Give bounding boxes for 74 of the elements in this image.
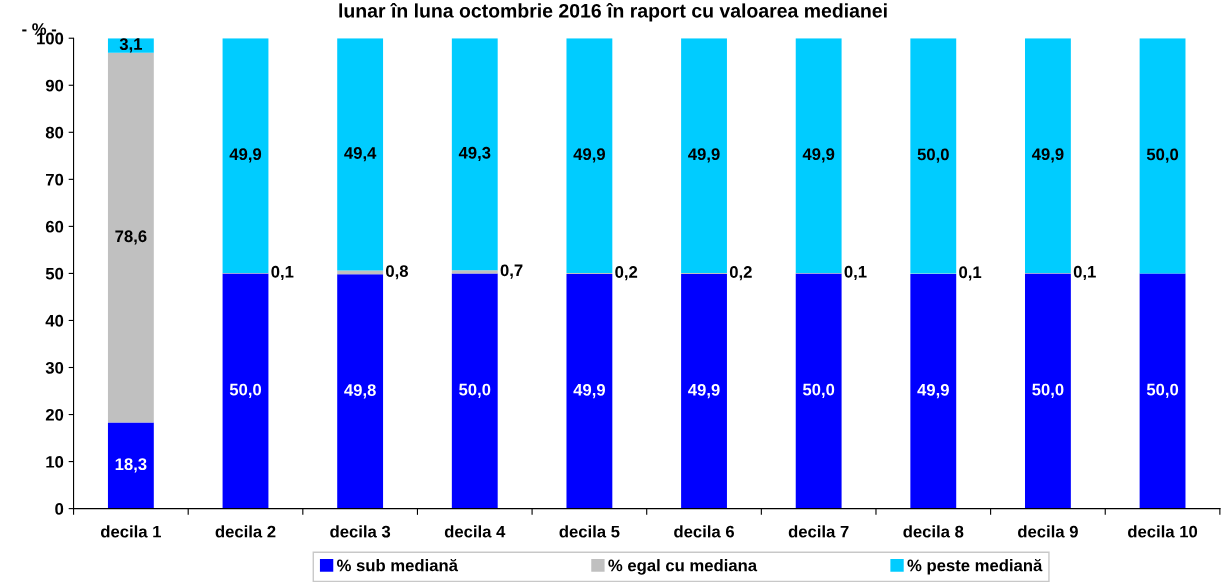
data-label: 0,2 bbox=[615, 266, 638, 281]
bar bbox=[681, 273, 727, 509]
y-tick-label: 60 bbox=[45, 220, 64, 233]
data-label: 0,1 bbox=[844, 265, 867, 281]
data-label: 49,9 bbox=[1031, 148, 1064, 163]
x-tick-label: decila 1 bbox=[100, 525, 161, 538]
x-tick-label: decila 3 bbox=[330, 525, 391, 538]
legend-label: % sub mediană bbox=[337, 558, 459, 572]
data-label: 78,6 bbox=[115, 230, 147, 245]
bar bbox=[337, 38, 384, 271]
bar bbox=[910, 273, 957, 509]
x-tick-label: decila 8 bbox=[903, 525, 964, 538]
x-tick-label: decila 4 bbox=[444, 525, 506, 538]
data-label: 49,8 bbox=[344, 384, 376, 399]
y-tick-label: 50 bbox=[45, 267, 64, 280]
data-label: 0,1 bbox=[271, 265, 294, 281]
legend-label: % peste mediană bbox=[907, 558, 1043, 575]
data-label: 0,2 bbox=[729, 266, 752, 281]
chart-title: lunar în luna octombrie 2016 în raport cu valoarea medianei bbox=[339, 2, 887, 22]
bar bbox=[337, 274, 384, 509]
data-label: 18,3 bbox=[115, 458, 147, 473]
bar bbox=[1139, 38, 1186, 274]
bar bbox=[910, 38, 957, 274]
y-tick-label: 90 bbox=[45, 79, 64, 92]
data-label: 50,0 bbox=[1146, 383, 1179, 398]
y-tick-label: 10 bbox=[46, 455, 64, 468]
x-tick-label: decila 6 bbox=[674, 525, 735, 538]
data-label: 50,0 bbox=[802, 383, 835, 398]
data-label: 49,9 bbox=[802, 148, 835, 163]
data-label: 50,0 bbox=[459, 383, 491, 398]
y-tick-label: 80 bbox=[45, 126, 64, 139]
data-label: 49,9 bbox=[688, 148, 720, 163]
data-label: 3,1 bbox=[119, 38, 142, 53]
bar bbox=[222, 273, 269, 509]
bar bbox=[451, 273, 498, 509]
data-label: 50,0 bbox=[1032, 383, 1064, 398]
x-tick-label: decila 7 bbox=[788, 525, 849, 538]
data-label: 0,8 bbox=[386, 265, 409, 280]
data-label: 0,1 bbox=[959, 266, 982, 281]
bar bbox=[1025, 38, 1071, 273]
bar bbox=[566, 273, 613, 509]
data-label: 50,0 bbox=[1146, 148, 1179, 163]
bar bbox=[795, 273, 842, 509]
bar bbox=[681, 38, 727, 273]
data-label: 49,9 bbox=[917, 383, 949, 399]
data-label: 0,7 bbox=[500, 264, 523, 279]
bar bbox=[107, 422, 154, 509]
x-tick-label: decila 5 bbox=[559, 525, 620, 538]
bar bbox=[1139, 273, 1186, 509]
bar bbox=[451, 270, 498, 274]
data-label: 50,0 bbox=[229, 383, 262, 398]
data-label: 49,4 bbox=[344, 147, 377, 162]
x-tick-label: decila 10 bbox=[1128, 525, 1198, 538]
data-label: 49,9 bbox=[573, 383, 605, 399]
data-label: 49,9 bbox=[573, 148, 605, 163]
bar bbox=[566, 38, 613, 273]
bar bbox=[795, 38, 842, 273]
bar bbox=[451, 38, 498, 271]
legend-label: % egal cu mediana bbox=[608, 559, 758, 575]
x-tick-label: decila 9 bbox=[1018, 525, 1078, 538]
y-tick-label: 20 bbox=[45, 408, 64, 421]
bar bbox=[222, 38, 269, 273]
bar bbox=[107, 52, 154, 423]
bar bbox=[1025, 273, 1071, 509]
x-tick-label: decila 2 bbox=[215, 525, 276, 538]
data-label: 0,1 bbox=[1073, 265, 1096, 281]
data-label: 49,9 bbox=[229, 148, 262, 163]
y-tick-label: 40 bbox=[45, 314, 64, 327]
y-tick-label: 0 bbox=[55, 503, 64, 515]
y-tick-label: 70 bbox=[46, 173, 64, 186]
data-label: 49,9 bbox=[688, 383, 720, 399]
data-label: 49,3 bbox=[458, 146, 491, 162]
y-tick-label: 30 bbox=[45, 361, 64, 374]
data-label: 50,0 bbox=[917, 148, 949, 163]
